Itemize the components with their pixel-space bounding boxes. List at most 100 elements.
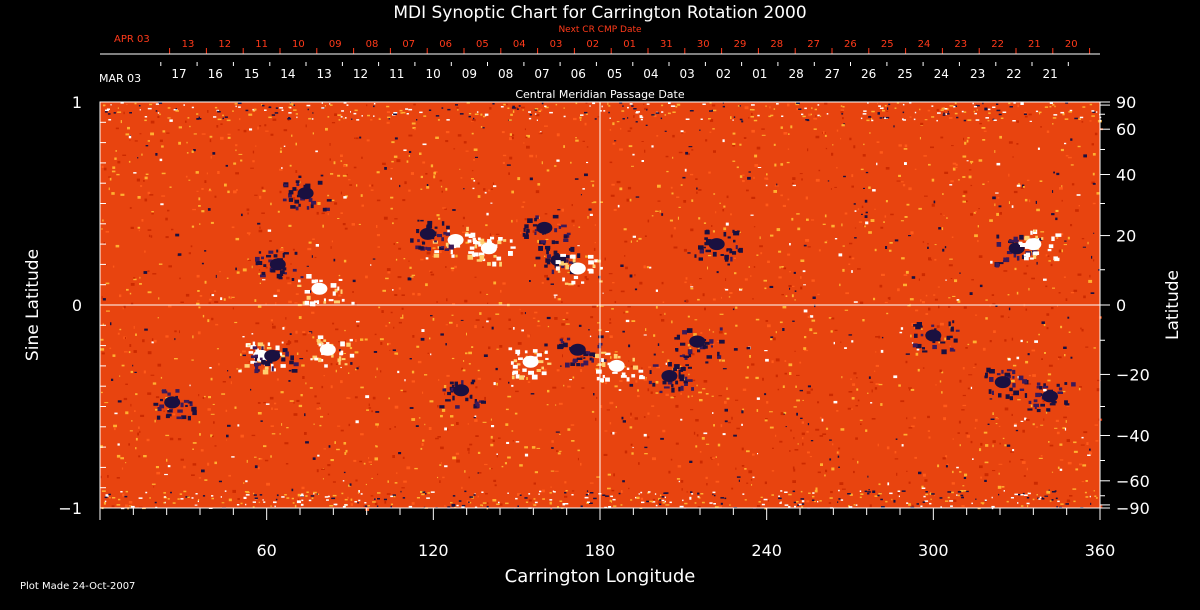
field-speckle [133, 350, 137, 353]
polar-noise [1049, 105, 1052, 108]
field-speckle [375, 445, 378, 448]
field-speckle [746, 482, 749, 484]
field-speckle [376, 367, 378, 371]
polar-noise [346, 104, 349, 106]
field-speckle [257, 305, 262, 308]
polar-noise [996, 103, 999, 105]
field-speckle [375, 423, 379, 426]
field-speckle [1051, 471, 1054, 473]
field-speckle [669, 219, 673, 222]
field-speckle [568, 265, 572, 269]
field-speckle [810, 440, 814, 442]
field-speckle [802, 463, 804, 465]
polar-noise [226, 119, 231, 122]
field-speckle [952, 295, 956, 297]
field-speckle [473, 417, 476, 419]
field-speckle [297, 498, 300, 501]
field-speckle [627, 306, 631, 308]
field-speckle [477, 369, 480, 372]
field-speckle [360, 433, 364, 436]
active-region-pixel [668, 362, 672, 367]
field-speckle [102, 104, 106, 107]
active-region-pixel [683, 355, 689, 358]
active-region-pixel [534, 217, 537, 222]
field-speckle [415, 425, 419, 427]
field-speckle [390, 167, 393, 170]
field-speckle [577, 284, 580, 287]
field-speckle [281, 247, 284, 249]
field-speckle [338, 341, 342, 343]
field-speckle [220, 297, 223, 301]
field-speckle [577, 449, 580, 452]
field-speckle [116, 173, 120, 176]
active-region-pixel [467, 254, 474, 260]
field-speckle [962, 394, 966, 397]
polar-noise [639, 116, 644, 119]
field-speckle [1002, 437, 1005, 440]
field-speckle [313, 423, 315, 425]
field-speckle [408, 151, 412, 153]
field-speckle [612, 122, 615, 126]
field-speckle [844, 309, 849, 311]
field-speckle [346, 397, 349, 399]
field-speckle [620, 290, 625, 293]
field-speckle [936, 108, 939, 112]
field-speckle [336, 448, 340, 451]
active-region-pixel [260, 274, 266, 278]
field-speckle [685, 364, 689, 367]
polar-noise [991, 496, 993, 499]
polar-noise [311, 118, 314, 120]
cmp-date-label: 01 [752, 67, 767, 81]
field-speckle [198, 306, 201, 309]
polar-noise [713, 503, 716, 505]
field-speckle [461, 486, 463, 489]
field-speckle [633, 115, 635, 118]
polar-noise [700, 493, 704, 495]
field-speckle [1051, 213, 1055, 216]
field-speckle [857, 460, 859, 464]
x-tick-label: 360 [1085, 541, 1116, 560]
field-speckle [903, 283, 907, 287]
field-speckle [636, 240, 638, 242]
field-speckle [920, 299, 922, 302]
active-region-pixel [276, 273, 283, 279]
field-speckle [1092, 153, 1096, 156]
field-speckle [792, 177, 796, 180]
polar-noise [647, 492, 650, 494]
field-speckle [327, 212, 329, 216]
field-speckle [165, 236, 169, 239]
field-speckle [245, 480, 248, 483]
field-speckle [571, 440, 575, 442]
field-speckle [781, 294, 784, 296]
active-region-pixel [953, 338, 958, 343]
field-speckle [699, 399, 703, 402]
field-speckle [125, 383, 128, 385]
field-speckle [775, 331, 777, 334]
field-speckle [736, 427, 740, 430]
polar-noise [891, 498, 893, 501]
field-speckle [359, 460, 363, 463]
field-speckle [355, 479, 358, 482]
polar-noise [797, 504, 799, 506]
active-region-pixel [566, 232, 571, 236]
polar-noise [639, 115, 643, 117]
field-speckle [1040, 424, 1044, 426]
field-speckle [851, 270, 853, 273]
field-speckle [320, 174, 324, 177]
field-speckle [722, 139, 725, 143]
field-speckle [607, 102, 609, 106]
field-speckle [911, 504, 914, 507]
field-speckle [251, 265, 253, 269]
polar-noise [708, 118, 711, 120]
active-region-pixel [682, 330, 687, 335]
polar-noise [446, 119, 450, 121]
field-speckle [243, 482, 245, 484]
field-speckle [878, 383, 883, 386]
field-speckle [233, 190, 237, 194]
field-speckle [382, 289, 386, 292]
field-speckle [559, 433, 561, 435]
field-speckle [1062, 112, 1065, 116]
field-speckle [895, 438, 898, 440]
polar-noise [533, 504, 537, 506]
field-speckle [584, 276, 587, 279]
